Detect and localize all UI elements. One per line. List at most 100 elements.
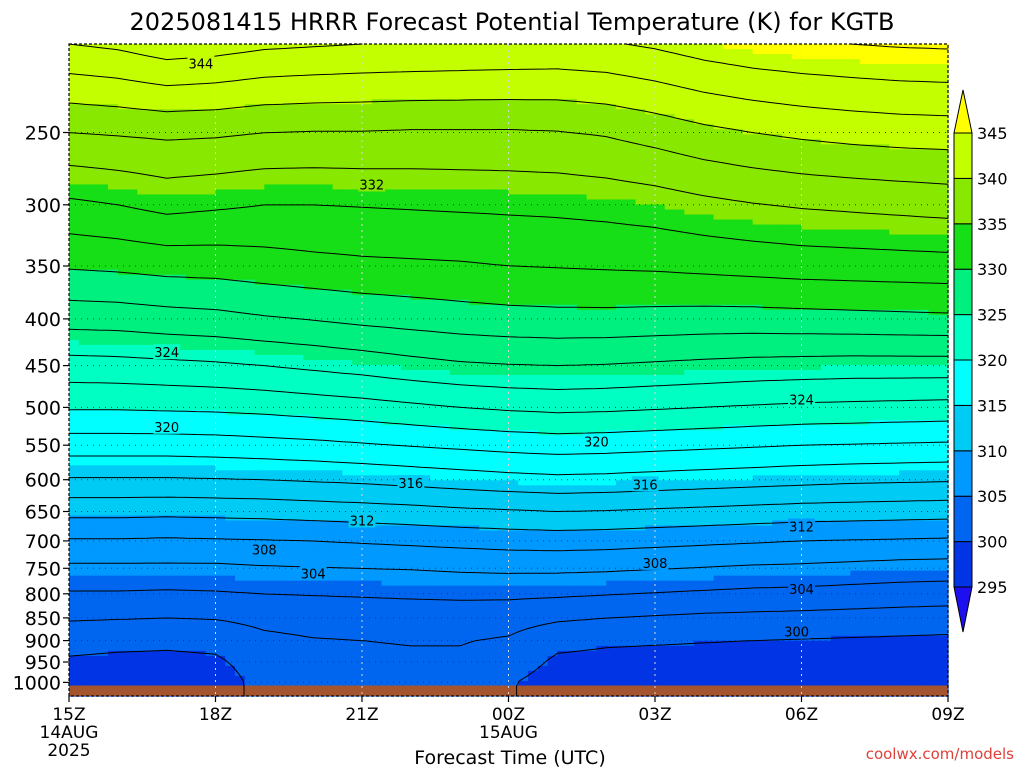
field-cell [762,174,773,181]
field-cell [225,304,236,311]
field-cell [401,74,412,80]
field-cell [772,114,783,120]
field-cell [274,274,285,281]
field-cell [703,174,715,181]
field-cell [401,284,412,291]
field-cell [537,124,549,130]
field-cell [186,154,197,160]
field-cell [303,279,314,286]
field-cell [117,179,129,186]
field-cell [557,234,568,241]
field-cell [684,224,695,231]
field-cell [713,289,724,296]
field-cell [537,224,549,231]
field-cell [127,59,138,65]
field-cell [322,114,334,120]
field-cell [459,224,471,231]
field-cell [498,109,510,115]
field-cell [254,309,265,316]
field-cell [254,244,265,251]
field-cell [674,169,685,175]
field-cell [156,69,168,75]
field-cell [772,44,783,50]
field-cell [830,194,842,201]
field-cell [889,149,900,155]
field-cell [889,304,900,311]
field-cell [733,229,744,236]
field-cell [752,224,764,231]
field-cell [430,164,441,170]
field-cell [342,249,353,256]
field-cell [195,124,207,130]
field-cell [938,74,949,80]
field-cell [254,314,265,321]
field-cell [69,134,80,140]
field-cell [850,139,861,145]
field-cell [195,74,207,80]
field-cell [742,149,754,155]
field-cell [655,169,666,175]
field-cell [342,149,353,155]
field-cell [840,94,851,100]
field-cell [401,84,412,90]
field-cell [908,274,920,281]
field-cell [127,174,138,181]
field-cell [567,194,578,201]
field-cell [98,99,109,105]
field-cell [899,224,910,231]
field-cell [625,89,637,95]
field-cell [381,259,392,266]
field-cell [791,94,803,100]
field-cell [762,144,773,150]
field-cell [166,64,178,70]
field-cell [557,254,568,261]
field-cell [420,194,431,201]
field-cell [830,224,842,231]
field-cell [195,164,207,170]
field-cell [293,234,304,241]
field-cell [401,174,412,181]
field-cell [918,139,930,145]
field-cell [899,79,910,85]
field-cell [303,154,314,160]
field-cell [371,214,383,221]
field-cell [557,314,568,321]
field-cell [381,159,392,165]
field-cell [127,54,138,60]
field-cell [215,104,226,110]
field-cell [908,49,920,55]
field-cell [860,224,871,231]
field-cell [645,284,656,291]
field-cell [596,279,607,286]
field-cell [410,79,422,85]
field-cell [362,64,373,70]
field-cell [401,119,412,125]
field-cell [869,244,881,251]
field-cell [225,219,236,226]
field-cell [703,109,715,115]
field-cell [88,199,99,206]
field-cell [938,134,949,140]
field-cell [88,209,99,216]
field-cell [371,314,383,321]
field-cell [195,189,207,196]
field-cell [313,189,324,196]
field-cell [860,259,871,266]
field-cell [166,214,178,221]
field-cell [469,49,480,55]
field-cell [469,154,480,160]
field-cell [449,194,461,201]
field-cell [655,234,666,241]
field-cell [821,209,832,216]
field-cell [459,129,471,135]
field-cell [186,179,197,186]
field-cell [537,59,549,65]
field-cell [801,154,812,160]
field-cell [664,259,676,266]
field-cell [733,164,744,170]
field-cell [635,149,646,155]
field-cell [928,169,939,175]
field-cell [781,174,793,181]
field-cell [459,159,471,165]
field-cell [195,184,207,191]
